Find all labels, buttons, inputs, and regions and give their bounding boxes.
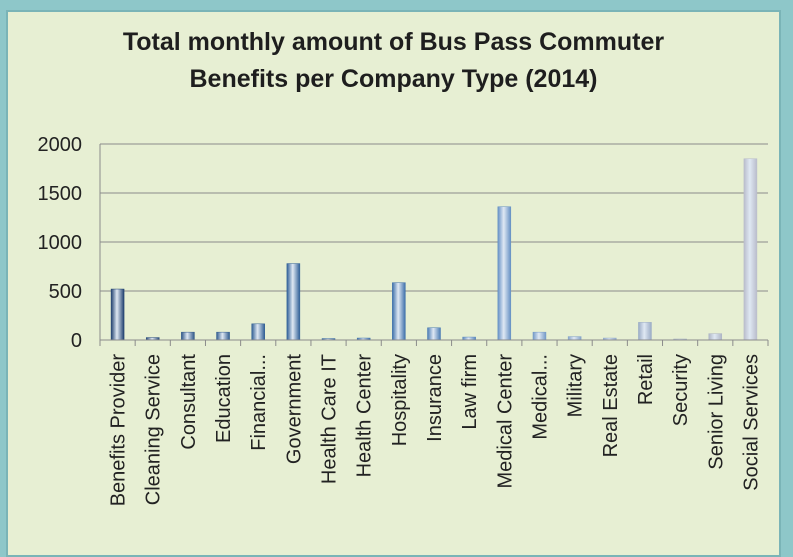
y-tick-label: 500 [49, 281, 82, 303]
bar [638, 322, 652, 341]
chart-title-line-1: Total monthly amount of Bus Pass Commute… [122, 28, 665, 56]
bar [743, 158, 758, 341]
x-tick-label: Education [213, 354, 235, 443]
bar [497, 206, 512, 341]
x-tick-label: Government [283, 354, 305, 464]
x-tick-label: Cleaning Service [143, 354, 165, 505]
bar [392, 282, 406, 341]
bar [708, 333, 723, 341]
bar [427, 327, 441, 341]
axes [99, 144, 769, 346]
y-tick-label: 1000 [38, 232, 83, 254]
y-tick-labels: 0 500 1000 1500 2000 [38, 134, 83, 352]
y-tick-label: 2000 [38, 134, 83, 156]
x-tick-label: Medical... [529, 354, 551, 440]
x-tick-label: Real Estate [600, 354, 622, 457]
bar [567, 336, 582, 341]
chart-title-line-2: Benefits per Company Type (2014) [189, 65, 598, 93]
x-tick-label: Retail [635, 354, 657, 405]
x-tick-label: Law firm [459, 354, 481, 430]
y-tick-label: 0 [71, 330, 82, 352]
x-tick-label: Benefits Provider [108, 354, 130, 507]
bar [532, 331, 547, 341]
bar [251, 323, 265, 341]
bar [216, 331, 230, 341]
chart-title: Total monthly amount of Bus Pass Commute… [0, 24, 787, 98]
x-tick-label: Hospitality [389, 354, 411, 446]
y-tick-label: 1500 [38, 183, 83, 205]
bar [110, 288, 125, 341]
x-tick-label: Senior Living [705, 354, 727, 470]
x-tick-label: Health Center [354, 354, 376, 478]
x-tick-label: Social Services [740, 354, 762, 491]
bar [286, 263, 301, 341]
x-tick-labels: Benefits Provider Cleaning Service Consult… [108, 354, 763, 507]
x-tick-label: Medical Center [494, 354, 516, 489]
bars [110, 158, 758, 341]
x-tick-label: Financial... [248, 354, 270, 451]
x-tick-label: Consultant [178, 354, 200, 450]
x-tick-label: Health Care IT [319, 354, 341, 484]
gridlines [100, 143, 768, 292]
x-tick-label: Military [565, 354, 587, 417]
x-tick-label: Insurance [424, 354, 446, 442]
bar [181, 331, 195, 341]
x-tick-label: Security [670, 354, 692, 426]
